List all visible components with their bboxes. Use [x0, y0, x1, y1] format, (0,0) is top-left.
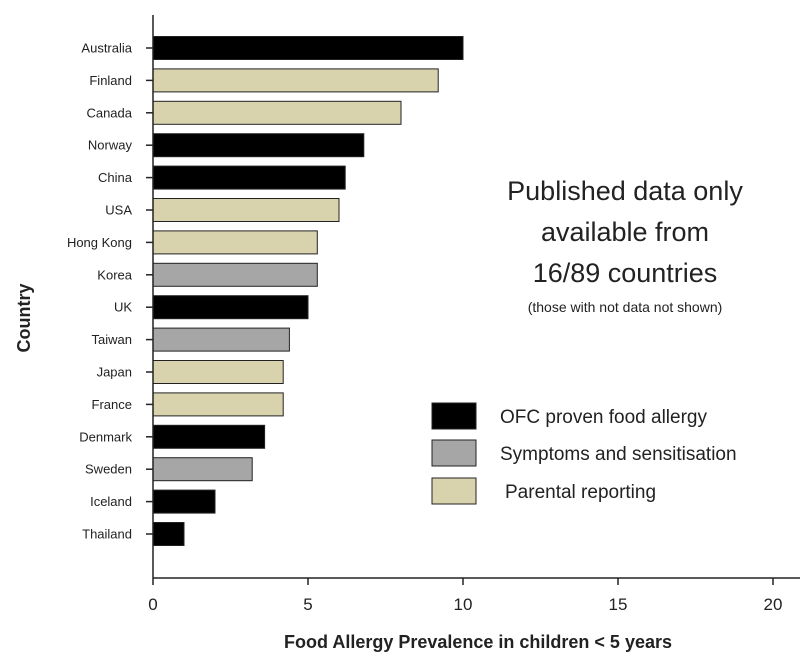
x-tick-label-0: 0	[148, 595, 157, 614]
x-tick-label-15: 15	[609, 595, 628, 614]
category-label-norway: Norway	[88, 138, 133, 153]
category-labels: Australia Finland Canada Norway China USA Hong…	[67, 41, 133, 542]
x-tick-label-20: 20	[764, 595, 783, 614]
legend: OFC proven food allergy Symptoms and sen…	[431, 402, 737, 505]
y-tick-marks	[146, 47, 153, 535]
annotation: Published data only available from 16/89…	[507, 176, 743, 315]
bar-uk	[152, 295, 309, 320]
x-axis-title: Food Allergy Prevalence in children < 5 …	[284, 632, 672, 652]
annotation-line-2: available from	[541, 217, 709, 247]
x-ticks: 0 5 10 15 20	[148, 578, 782, 614]
bar-canada	[152, 100, 402, 125]
bar-france	[152, 392, 284, 417]
bar-korea	[152, 262, 318, 287]
bar-iceland	[152, 489, 216, 514]
bar-taiwan	[152, 327, 290, 352]
category-label-korea: Korea	[97, 267, 132, 282]
annotation-note: (those with not data not shown)	[528, 299, 723, 315]
annotation-line-1: Published data only	[507, 176, 743, 206]
legend-swatch-symptoms	[431, 439, 477, 467]
bar-sweden	[152, 457, 253, 482]
bars-group	[152, 36, 464, 546]
bar-denmark	[152, 424, 266, 449]
category-label-thailand: Thailand	[82, 527, 132, 542]
bar-finland	[152, 68, 439, 93]
x-tick-label-10: 10	[454, 595, 473, 614]
legend-swatch-ofc	[431, 402, 477, 430]
bar-china	[152, 165, 346, 190]
category-label-canada: Canada	[86, 105, 132, 120]
legend-swatch-parental	[431, 477, 477, 505]
bar-thailand	[152, 522, 185, 546]
bar-hong-kong	[152, 230, 318, 255]
legend-label-ofc: OFC proven food allergy	[500, 407, 707, 428]
category-label-uk: UK	[114, 300, 132, 315]
category-label-france: France	[92, 397, 132, 412]
annotation-line-3: 16/89 countries	[533, 258, 718, 288]
y-axis-title: Country	[14, 284, 34, 353]
bar-australia	[152, 36, 464, 60]
category-label-finland: Finland	[89, 73, 132, 88]
category-label-australia: Australia	[81, 41, 132, 56]
legend-label-parental: Parental reporting	[505, 482, 656, 503]
category-label-iceland: Iceland	[90, 494, 132, 509]
bar-usa	[152, 198, 340, 222]
bar-japan	[152, 360, 284, 384]
category-label-sweden: Sweden	[85, 462, 132, 477]
category-label-japan: Japan	[97, 365, 132, 380]
legend-label-symptoms: Symptoms and sensitisation	[500, 444, 737, 465]
category-label-hong-kong: Hong Kong	[67, 235, 132, 250]
category-label-china: China	[98, 170, 133, 185]
category-label-usa: USA	[105, 203, 132, 218]
category-label-taiwan: Taiwan	[92, 332, 132, 347]
category-label-denmark: Denmark	[79, 429, 132, 444]
bar-norway	[152, 133, 365, 158]
x-tick-label-5: 5	[303, 595, 312, 614]
